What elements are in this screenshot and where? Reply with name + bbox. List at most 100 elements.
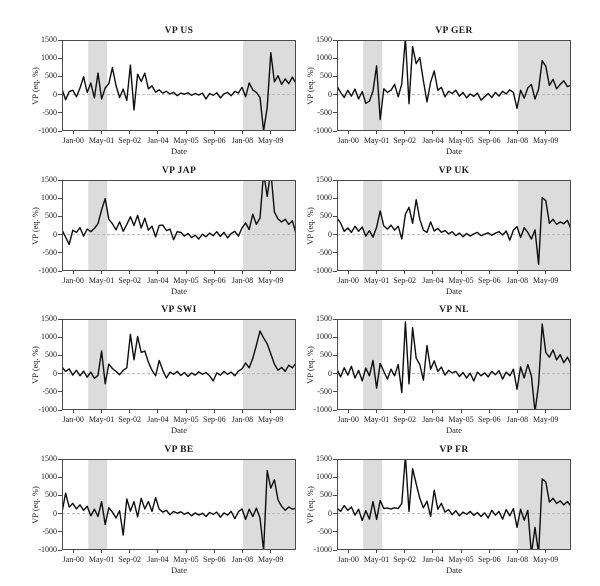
x-tick-label: Jan-08 xyxy=(506,276,529,285)
y-tick-mark xyxy=(58,513,62,515)
x-tick-label: Jan-04 xyxy=(147,415,169,424)
chart-title: VP UK xyxy=(438,166,470,176)
series-line xyxy=(62,52,296,131)
plot-frame xyxy=(62,319,296,410)
y-tick-mark xyxy=(58,458,62,460)
x-tick-mark xyxy=(376,271,378,274)
plot-frame xyxy=(337,180,571,271)
x-tick-mark xyxy=(545,131,547,134)
chart-title: VP SWI xyxy=(161,305,197,315)
x-tick-mark xyxy=(347,550,349,553)
x-tick-mark xyxy=(241,410,243,413)
chart-cell-vp-us: VP US VP (eq. %) 1500 1000 500 0 -500 -1000 Jan-… xyxy=(0,25,300,163)
x-tick-label: May-09 xyxy=(258,555,284,564)
y-tick-mark xyxy=(333,75,337,77)
x-tick-label: Jan-04 xyxy=(147,555,169,564)
x-axis-label: Date xyxy=(445,146,463,156)
x-tick-label: Sep-02 xyxy=(393,136,416,145)
y-tick-label: -1000 xyxy=(38,545,57,554)
y-tick-mark xyxy=(333,513,337,515)
x-tick-mark xyxy=(270,550,272,553)
y-tick-mark xyxy=(58,549,62,551)
y-tick-label: -500 xyxy=(317,526,332,536)
y-tick-label: 1000 xyxy=(316,472,332,482)
x-axis-label: Date xyxy=(445,565,463,575)
y-tick-mark xyxy=(333,57,337,59)
x-tick-mark xyxy=(460,131,462,134)
x-tick-label: Jan-00 xyxy=(337,555,359,564)
y-tick-label: -500 xyxy=(42,107,57,117)
chart-title: VP US xyxy=(164,26,194,36)
x-tick-label: Sep-06 xyxy=(477,415,501,424)
shaded-band-1 xyxy=(88,459,108,550)
shaded-band-2 xyxy=(518,40,571,131)
x-tick-label: Jan-08 xyxy=(231,555,254,564)
x-tick-label: Jan-00 xyxy=(337,415,359,424)
x-tick-label: May-09 xyxy=(533,555,559,564)
x-tick-mark xyxy=(516,410,518,413)
x-tick-label: May-09 xyxy=(533,136,559,145)
x-tick-mark xyxy=(185,410,187,413)
y-tick-mark xyxy=(333,197,337,199)
y-tick-mark xyxy=(333,531,337,533)
y-tick-mark xyxy=(333,270,337,272)
y-tick-mark xyxy=(58,391,62,393)
y-tick-label: 500 xyxy=(45,350,57,360)
x-tick-mark xyxy=(488,131,490,134)
x-axis-label: Date xyxy=(445,286,463,296)
x-tick-mark xyxy=(72,410,74,413)
x-tick-mark xyxy=(157,131,159,134)
shaded-band-1 xyxy=(88,180,108,271)
x-tick-label: May-09 xyxy=(258,276,284,285)
plot-area xyxy=(337,459,571,550)
y-tick-label: 1500 xyxy=(41,454,57,463)
chart-title: VP NL xyxy=(439,305,469,315)
y-tick-mark xyxy=(58,57,62,59)
x-tick-mark xyxy=(545,550,547,553)
y-tick-mark xyxy=(58,112,62,114)
y-tick-mark xyxy=(333,354,337,356)
y-tick-mark xyxy=(58,179,62,181)
x-tick-mark xyxy=(376,550,378,553)
x-tick-mark xyxy=(545,410,547,413)
series-line xyxy=(337,40,571,121)
x-tick-label: May-05 xyxy=(448,555,474,564)
x-tick-mark xyxy=(101,410,103,413)
x-tick-label: May-09 xyxy=(258,136,284,145)
x-tick-label: May-01 xyxy=(88,415,115,424)
y-tick-label: -1000 xyxy=(38,266,57,275)
y-tick-label: 1500 xyxy=(316,314,332,323)
x-tick-label: Jan-08 xyxy=(231,276,254,285)
x-tick-mark xyxy=(101,271,103,274)
y-tick-mark xyxy=(333,112,337,114)
x-tick-label: Sep-06 xyxy=(202,276,226,285)
x-tick-label: Sep-02 xyxy=(393,555,416,564)
plot-area xyxy=(337,180,571,271)
y-tick-mark xyxy=(58,39,62,41)
x-tick-label: Jan-00 xyxy=(62,136,84,145)
series-line xyxy=(337,321,571,410)
x-tick-mark xyxy=(129,131,131,134)
y-tick-mark xyxy=(333,458,337,460)
x-tick-label: Sep-02 xyxy=(118,555,141,564)
x-tick-label: Jan-04 xyxy=(147,276,169,285)
y-tick-label: -1000 xyxy=(313,405,332,414)
plot-frame xyxy=(62,180,296,271)
series-line xyxy=(337,196,571,266)
x-axis-label: Date xyxy=(170,286,188,296)
x-tick-mark xyxy=(213,410,215,413)
y-tick-label: -1000 xyxy=(313,126,332,135)
x-tick-mark xyxy=(404,550,406,553)
x-tick-label: Sep-06 xyxy=(202,136,226,145)
chart-cell-vp-fr: VP FR VP (eq. %) 1500 1000 500 0 -500 -1000 Jan-… xyxy=(300,444,600,582)
y-tick-label: 1000 xyxy=(41,472,57,482)
y-tick-label: 1000 xyxy=(41,193,57,203)
x-tick-label: Jan-00 xyxy=(62,415,84,424)
series-line xyxy=(62,469,296,550)
x-tick-label: May-05 xyxy=(173,136,199,145)
y-tick-label: -1000 xyxy=(38,126,57,135)
shaded-band-2 xyxy=(518,319,571,410)
y-tick-mark xyxy=(58,234,62,236)
chart-cell-vp-uk: VP UK VP (eq. %) 1500 1000 500 0 -500 -1000 Jan-… xyxy=(300,165,600,303)
plot-area xyxy=(62,319,296,410)
